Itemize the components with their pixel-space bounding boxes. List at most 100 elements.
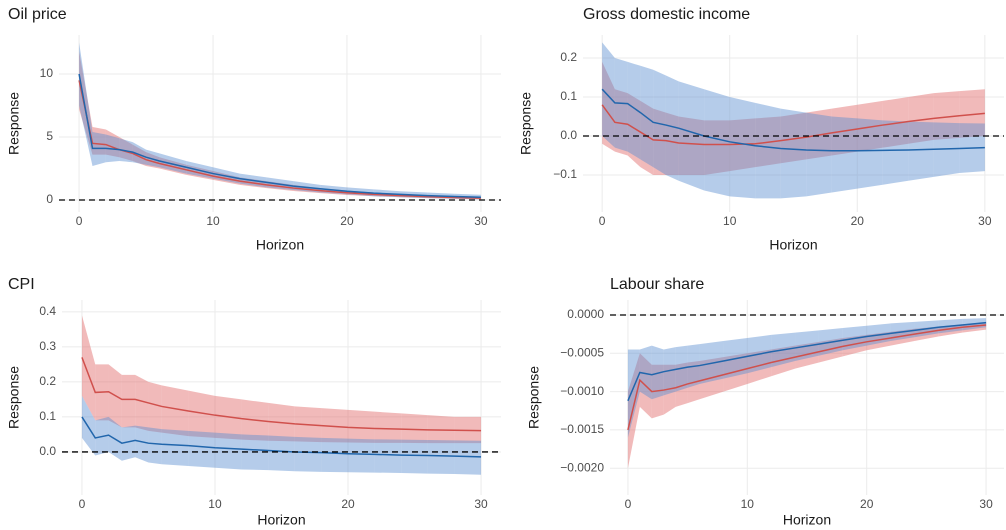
confidence-band <box>755 102 781 199</box>
confidence-band <box>81 315 96 421</box>
x-tick-label: 10 <box>723 214 737 228</box>
response-line <box>81 416 482 458</box>
y-tick-label: 0.2 <box>560 50 577 64</box>
panel-title: Oil price <box>8 6 67 23</box>
panel-title: CPI <box>8 276 35 293</box>
confidence-band <box>806 108 832 160</box>
confidence-band <box>614 58 628 152</box>
confidence-band <box>401 439 428 474</box>
x-tick-label: 0 <box>599 214 606 228</box>
confidence-band <box>653 108 666 175</box>
confidence-band <box>806 112 832 197</box>
y-tick-label: −0.0005 <box>560 345 604 359</box>
confidence-band <box>135 425 149 463</box>
confidence-band <box>119 137 133 161</box>
confidence-band <box>882 96 909 148</box>
confidence-band <box>704 120 730 175</box>
confidence-band <box>148 427 162 465</box>
y-tick-label: −0.0015 <box>560 422 604 436</box>
y-axis-title: Response <box>6 366 22 429</box>
confidence-band <box>454 440 482 475</box>
confidence-band <box>627 61 641 160</box>
confidence-band <box>729 96 756 199</box>
y-axis-title: Response <box>6 92 22 155</box>
confidence-band <box>678 116 705 175</box>
confidence-band <box>214 395 242 440</box>
confidence-band <box>161 429 189 466</box>
confidence-band <box>321 437 349 473</box>
x-tick-label: 30 <box>474 497 488 511</box>
confidence-band <box>831 116 858 193</box>
confidence-band <box>857 100 883 152</box>
confidence-band <box>132 142 147 165</box>
x-tick-label: 0 <box>76 214 83 228</box>
y-tick-label: 0.2 <box>39 374 56 388</box>
x-tick-label: 20 <box>340 214 354 228</box>
y-tick-label: 0.1 <box>39 409 56 423</box>
confidence-band <box>627 93 641 168</box>
x-tick-label: 20 <box>851 214 865 228</box>
y-tick-label: −0.0020 <box>560 460 604 474</box>
confidence-band <box>602 61 615 152</box>
x-tick-label: 10 <box>206 214 220 228</box>
response-line <box>627 321 987 402</box>
y-tick-label: 0.0 <box>39 444 56 458</box>
x-tick-label: 30 <box>978 214 992 228</box>
y-tick-label: 0.1 <box>560 89 577 103</box>
confidence-band <box>699 341 724 384</box>
y-tick-label: 5 <box>46 129 53 143</box>
response-line <box>601 104 985 146</box>
confidence-band <box>321 408 349 443</box>
response-line <box>78 73 481 199</box>
y-axis-title: Response <box>526 366 542 429</box>
y-axis-title: Response <box>518 92 534 155</box>
y-tick-label: 0.0000 <box>567 307 604 321</box>
confidence-band <box>627 353 640 469</box>
x-tick-label: 10 <box>741 497 755 511</box>
y-tick-label: −0.0010 <box>560 384 604 398</box>
confidence-band <box>348 409 375 443</box>
confidence-band <box>678 81 705 191</box>
confidence-band <box>831 104 858 156</box>
confidence-band <box>933 122 960 177</box>
confidence-band <box>188 430 215 468</box>
confidence-band <box>135 374 149 431</box>
confidence-band <box>348 438 375 473</box>
confidence-band <box>640 65 654 168</box>
confidence-band <box>427 415 455 444</box>
x-tick-label: 10 <box>208 497 222 511</box>
confidence-band <box>146 152 160 169</box>
confidence-band <box>663 347 676 396</box>
confidence-band <box>161 385 189 437</box>
confidence-band <box>188 390 215 438</box>
confidence-band <box>651 364 664 419</box>
confidence-band <box>81 395 96 456</box>
confidence-band <box>908 93 934 144</box>
confidence-band <box>294 436 322 472</box>
confidence-band <box>704 89 730 197</box>
x-tick-label: 20 <box>341 497 355 511</box>
x-axis-title: Horizon <box>783 512 831 528</box>
confidence-band <box>427 440 455 474</box>
response-line <box>81 357 482 432</box>
response-line <box>601 88 985 152</box>
confidence-band <box>882 120 909 185</box>
confidence-band <box>771 345 796 377</box>
panel-title: Gross domestic income <box>583 6 750 23</box>
confidence-band <box>818 337 843 363</box>
confidence-band <box>268 435 295 472</box>
panel-title: Labour share <box>610 276 704 293</box>
confidence-band <box>959 89 985 138</box>
confidence-band <box>866 331 891 351</box>
confidence-band <box>374 439 402 473</box>
confidence-band <box>665 75 679 181</box>
confidence-band <box>121 374 136 428</box>
x-tick-label: 0 <box>79 497 86 511</box>
confidence-band <box>105 129 120 158</box>
confidence-band <box>401 413 428 444</box>
y-tick-label: −0.1 <box>553 167 577 181</box>
confidence-band <box>214 432 242 470</box>
confidence-band <box>639 345 652 400</box>
x-tick-label: 0 <box>625 497 632 511</box>
